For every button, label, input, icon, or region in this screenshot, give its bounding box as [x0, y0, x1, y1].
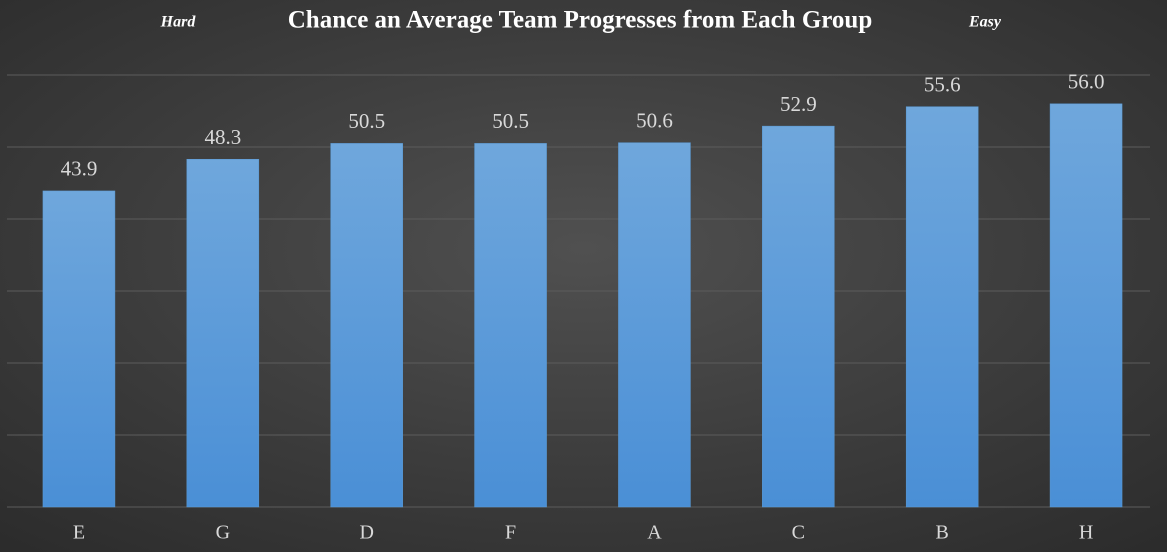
bar	[618, 142, 691, 508]
data-label: 52.9	[780, 92, 817, 116]
bar	[1049, 103, 1123, 508]
annotation: Hard	[160, 14, 197, 31]
data-label: 43.9	[61, 157, 98, 181]
data-label: 50.5	[492, 109, 529, 133]
bar	[474, 143, 547, 508]
x-tick-label: B	[936, 522, 949, 544]
data-label: 48.3	[204, 125, 241, 149]
bar	[42, 190, 116, 508]
x-tick-label: C	[792, 522, 805, 544]
chart-title: Chance an Average Team Progresses from E…	[288, 7, 872, 34]
x-tick-label: G	[216, 522, 230, 544]
data-label: 50.5	[348, 109, 385, 133]
bar	[186, 158, 260, 508]
bar	[762, 125, 835, 508]
x-tick-label: H	[1079, 522, 1093, 544]
data-label: 55.6	[924, 72, 961, 96]
x-tick-label: F	[505, 522, 516, 544]
annotation: Easy	[968, 14, 1002, 31]
bar	[330, 143, 403, 508]
bar	[905, 106, 979, 508]
x-tick-label: D	[359, 522, 373, 544]
x-tick-label: E	[73, 522, 85, 544]
x-tick-label: A	[647, 522, 662, 544]
data-label: 50.6	[636, 108, 673, 132]
data-label: 56.0	[1068, 70, 1105, 94]
